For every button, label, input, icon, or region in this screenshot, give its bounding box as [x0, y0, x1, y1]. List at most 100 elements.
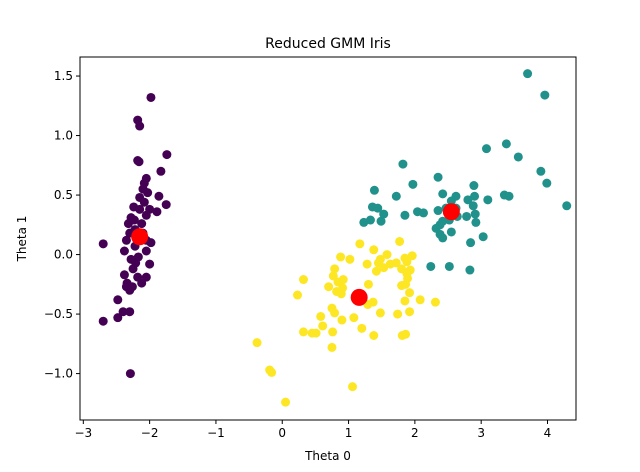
data-point-cluster-1 [471, 217, 481, 227]
data-point-cluster-1 [536, 166, 546, 176]
data-point-cluster-0 [145, 259, 155, 269]
data-point-cluster-0 [125, 285, 135, 295]
data-point-cluster-2 [405, 288, 415, 298]
y-axis-ticks: −1.0 −0.5 0.0 0.5 1.0 1.5 [44, 69, 80, 381]
data-point-cluster-0 [98, 239, 108, 249]
data-point-cluster-2 [375, 308, 385, 318]
data-point-cluster-2 [336, 289, 346, 299]
x-tick-label: 2 [411, 426, 419, 440]
points-layer [98, 69, 572, 407]
data-point-cluster-2 [324, 282, 334, 292]
data-point-cluster-2 [357, 323, 367, 333]
data-point-cluster-0 [141, 246, 151, 256]
data-point-cluster-2 [400, 296, 410, 306]
y-axis-label: Theta 1 [15, 216, 29, 263]
data-point-cluster-2 [382, 250, 392, 260]
data-point-cluster-2 [362, 259, 372, 269]
data-point-cluster-2 [281, 397, 291, 407]
data-point-cluster-2 [391, 258, 401, 268]
data-point-cluster-1 [438, 189, 448, 199]
data-point-cluster-1 [542, 178, 552, 188]
data-point-cluster-1 [470, 209, 480, 219]
data-point-cluster-1 [408, 179, 418, 189]
data-point-cluster-0 [161, 200, 171, 210]
data-point-cluster-2 [363, 279, 373, 289]
data-point-cluster-2 [407, 251, 417, 261]
data-point-cluster-0 [113, 313, 123, 323]
data-point-cluster-1 [504, 191, 514, 201]
data-point-cluster-2 [405, 307, 415, 317]
data-point-cluster-1 [463, 195, 473, 205]
data-point-cluster-1 [501, 139, 511, 149]
data-point-cluster-1 [391, 191, 401, 201]
y-tick-label: 0.0 [54, 248, 73, 262]
x-tick-label: −2 [141, 426, 159, 440]
data-point-cluster-1 [446, 227, 456, 237]
data-point-cluster-1 [373, 203, 383, 213]
plot-frame [79, 56, 577, 421]
data-point-cluster-2 [395, 236, 405, 246]
data-point-cluster-1 [465, 265, 475, 275]
data-point-cluster-2 [293, 290, 302, 300]
data-point-cluster-0 [137, 219, 147, 229]
means-layer [131, 203, 460, 306]
y-tick-label: −1.0 [44, 367, 73, 381]
data-point-cluster-0 [118, 307, 128, 317]
data-point-cluster-2 [328, 327, 338, 337]
data-point-cluster-0 [134, 157, 144, 167]
data-point-cluster-2 [369, 331, 379, 340]
x-tick-label: −1 [207, 426, 225, 440]
data-point-cluster-2 [379, 263, 389, 273]
data-point-cluster-1 [466, 238, 476, 248]
data-point-cluster-2 [393, 309, 403, 319]
data-point-cluster-1 [562, 201, 572, 211]
cluster-mean-marker [131, 228, 149, 246]
data-point-cluster-2 [349, 313, 359, 323]
data-point-cluster-2 [252, 338, 262, 348]
data-point-cluster-1 [444, 261, 454, 271]
data-point-cluster-2 [311, 328, 321, 338]
data-point-cluster-2 [330, 264, 340, 274]
data-point-cluster-2 [430, 297, 440, 307]
data-point-cluster-0 [119, 270, 129, 280]
data-point-cluster-0 [128, 264, 138, 274]
data-point-cluster-1 [433, 206, 443, 216]
data-point-cluster-2 [336, 252, 346, 262]
data-point-cluster-1 [462, 211, 472, 221]
data-point-cluster-1 [438, 233, 448, 243]
x-tick-label: 4 [544, 426, 552, 440]
data-point-cluster-1 [398, 159, 408, 169]
data-point-cluster-0 [113, 295, 123, 305]
data-point-cluster-0 [98, 316, 108, 326]
data-point-cluster-1 [483, 195, 493, 205]
x-axis-label: Theta 0 [304, 449, 351, 463]
data-point-cluster-2 [267, 367, 277, 377]
data-point-cluster-1 [376, 216, 386, 226]
data-point-cluster-0 [135, 204, 145, 214]
data-point-cluster-2 [330, 308, 340, 318]
x-tick-label: 1 [345, 426, 353, 440]
data-point-cluster-2 [401, 279, 411, 289]
data-point-cluster-2 [337, 315, 347, 325]
data-point-cluster-2 [369, 245, 379, 255]
data-point-cluster-2 [371, 266, 381, 276]
data-point-cluster-0 [123, 219, 133, 229]
data-point-cluster-1 [478, 232, 488, 242]
data-point-cluster-0 [137, 278, 147, 288]
data-point-cluster-1 [400, 210, 410, 220]
data-point-cluster-1 [426, 261, 436, 271]
cluster-mean-marker [442, 203, 460, 221]
data-point-cluster-0 [125, 307, 135, 317]
data-point-cluster-1 [523, 69, 533, 79]
x-tick-label: 0 [278, 426, 286, 440]
data-point-cluster-0 [146, 238, 156, 248]
data-point-cluster-2 [415, 295, 425, 305]
x-tick-label: 3 [477, 426, 485, 440]
y-tick-label: 0.5 [54, 188, 73, 202]
data-point-cluster-0 [152, 207, 162, 217]
data-point-cluster-1 [433, 172, 443, 182]
data-point-cluster-2 [298, 327, 308, 337]
data-point-cluster-1 [468, 201, 478, 211]
data-point-cluster-2 [316, 311, 326, 321]
